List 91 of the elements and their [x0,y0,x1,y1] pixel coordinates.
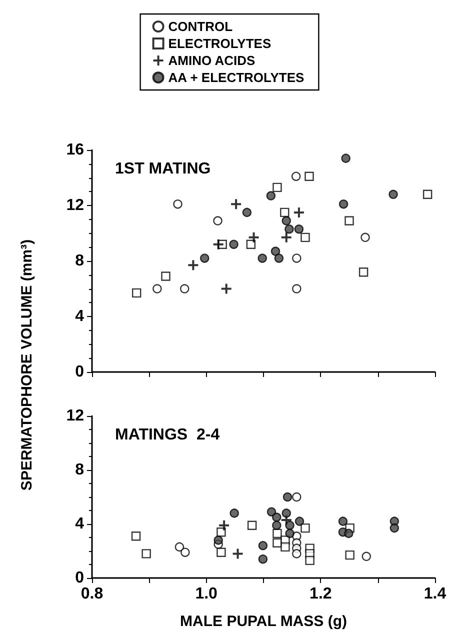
point [152,284,162,294]
point [258,254,267,263]
point [131,532,141,541]
y-tick-label: 4 [75,516,84,532]
legend-label: CONTROL [168,19,233,34]
y-tick-label: 4 [75,308,84,325]
point [161,272,170,281]
x-axis-title: MALE PUPAL MASS (g) [180,613,347,630]
point [390,523,400,533]
legend-label: ELECTROLYTES [168,36,272,51]
point [230,508,239,518]
point [338,200,348,209]
point [258,554,268,564]
point [132,288,142,298]
point [338,516,348,526]
point [422,190,432,199]
point [272,512,282,522]
point [274,254,284,263]
point [142,549,151,558]
point [266,191,276,200]
point [294,224,304,234]
point [388,190,398,199]
point [344,216,354,226]
point [285,520,294,530]
point [282,508,291,518]
point [284,224,294,234]
legend-label: AMINO ACIDS [168,53,256,68]
point [272,528,282,538]
point [229,240,238,249]
point [358,268,368,277]
point [248,232,259,242]
point [258,541,268,550]
point [213,216,222,226]
point [200,254,210,263]
point [341,154,350,163]
point [174,542,184,552]
point [232,548,243,559]
point [266,507,276,516]
point [219,520,230,530]
point [362,552,371,561]
point [292,492,302,502]
point [231,199,242,210]
point [294,516,304,526]
point [188,260,198,270]
point [360,232,370,242]
point [270,246,280,256]
point [282,216,291,226]
point [246,240,256,249]
point [216,548,226,557]
point [216,528,226,537]
point [247,520,257,530]
point [280,208,290,218]
y-tick-label: 12 [66,197,84,214]
point [292,284,302,294]
point [173,200,182,209]
point [304,172,314,181]
point [180,284,190,294]
text: 1ST MATING [115,160,211,178]
point [291,172,301,181]
point [292,254,302,263]
point [242,208,252,218]
point [292,549,302,558]
legend-label: AA + ELECTROLYTES [168,70,305,85]
x-tick-label: 1.4 [424,586,446,602]
point [272,182,282,192]
point [272,520,282,530]
point [285,528,294,538]
x-tick-label: 0.8 [80,586,104,602]
x-tick-label: 1.0 [195,586,218,602]
y-tick-label: 16 [66,142,84,158]
y-tick-label: 8 [75,462,84,478]
y-tick-label: 0 [75,570,84,586]
point [294,207,304,218]
point [213,239,224,250]
point [221,284,232,294]
y-axis-title: SPERMATOPHORE VOLUME (mm³) [18,239,36,491]
point [305,556,314,566]
point [180,548,190,557]
y-tick-label: 8 [75,252,84,270]
point [344,528,354,538]
point [282,492,292,502]
point [281,232,292,242]
x-tick-label: 1.2 [310,586,332,602]
y-tick-label: 0 [75,364,84,380]
point [300,232,310,242]
point [300,523,310,533]
point [280,542,290,552]
text: MATINGS 2-4 [115,426,220,444]
point [214,536,223,545]
y-tick-label: 12 [66,408,84,424]
point [345,550,354,560]
